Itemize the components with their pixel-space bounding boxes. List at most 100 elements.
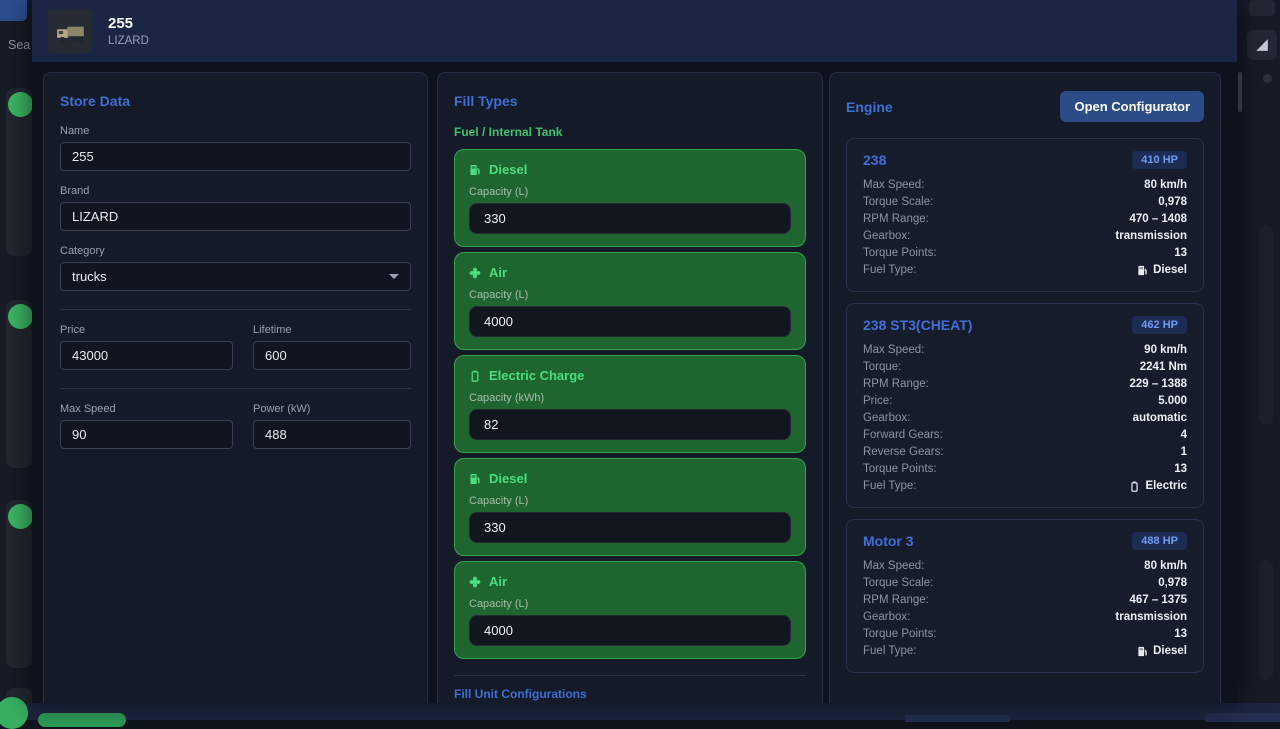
fill-unit-configurations-heading: Fill Unit Configurations [454, 687, 587, 701]
capacity-input[interactable] [469, 203, 791, 234]
backdrop-left-strip: Sea [0, 0, 33, 720]
engine-card: 238 410 HP Max Speed: 80 km/h Torque Scale: 0… [846, 138, 1204, 292]
spec-value-text: 80 km/h [1144, 179, 1187, 191]
spec-value-text: 1 [1180, 446, 1187, 458]
backdrop-green-pill [38, 713, 126, 727]
spec-value-text: 2241 Nm [1139, 361, 1187, 373]
engine-spec-row: Gearbox: transmission [863, 609, 1187, 626]
engine-spec-row: RPM Range: 229 – 1388 [863, 376, 1187, 393]
backdrop-dot [1263, 74, 1272, 83]
fill-type-header: Air [469, 265, 791, 280]
engine-card-header: Motor 3 488 HP [863, 532, 1187, 550]
power-label: Power (kW) [253, 403, 311, 415]
capacity-input[interactable] [469, 615, 791, 646]
engine-cards: 238 410 HP Max Speed: 80 km/h Torque Scale: 0… [846, 138, 1204, 673]
fill-type-name: Diesel [489, 471, 528, 486]
fill-type-name: Electric Charge [489, 368, 585, 383]
spec-label: Fuel Type: [863, 645, 917, 657]
engine-card: Motor 3 488 HP Max Speed: 80 km/h Torque Sca… [846, 519, 1204, 673]
brand-label: Brand [60, 185, 90, 197]
spec-value: 80 km/h [1144, 177, 1187, 194]
spec-label: Gearbox: [863, 230, 911, 242]
backdrop-search-text: Sea [8, 38, 31, 52]
engine-spec-row: Max Speed: 90 km/h [863, 342, 1187, 359]
engine-spec-row: Fuel Type: Diesel [863, 262, 1187, 279]
spec-value: Diesel [1137, 643, 1187, 660]
max-speed-input[interactable] [60, 420, 233, 449]
name-label: Name [60, 125, 90, 137]
spec-label: RPM Range: [863, 213, 929, 225]
backdrop-rect [905, 715, 1010, 722]
engine-spec-row: RPM Range: 467 – 1375 [863, 592, 1187, 609]
spec-value-text: Diesel [1153, 264, 1187, 276]
fill-type-card: Air Capacity (L) [454, 561, 806, 659]
fill-type-card: Electric Charge Capacity (kWh) [454, 355, 806, 453]
backdrop-status-dot [8, 504, 33, 529]
engine-spec-row: Fuel Type: Diesel [863, 643, 1187, 660]
capacity-input[interactable] [469, 306, 791, 337]
spec-value: Diesel [1137, 262, 1187, 279]
spec-label: Price: [863, 395, 893, 407]
spec-value: Electric [1129, 478, 1187, 495]
fill-type-name: Air [489, 265, 508, 280]
spec-label: Gearbox: [863, 611, 911, 623]
spec-label: Reverse Gears: [863, 446, 944, 458]
spec-value-text: 0,978 [1158, 577, 1187, 589]
vehicle-title: 255 [108, 14, 134, 32]
category-select[interactable]: trucks [60, 262, 411, 291]
engine-spec-row: Gearbox: transmission [863, 228, 1187, 245]
spec-value: 2241 Nm [1140, 359, 1187, 376]
price-input[interactable] [60, 341, 233, 370]
fill-types-panel: Fill Types Fuel / Internal Tank Diesel Ca… [437, 72, 823, 703]
spec-value-text: 4 [1180, 429, 1187, 441]
modal-header: 255 LIZARD [32, 0, 1237, 62]
engine-spec-row: Gearbox: automatic [863, 410, 1187, 427]
engine-spec-row: Price: 5.000 [863, 393, 1187, 410]
spec-label: Max Speed: [863, 560, 925, 572]
vehicle-editor-modal: 255 LIZARD Store Data Name Brand Categor… [32, 0, 1237, 703]
backdrop-cursor-tile [1247, 30, 1277, 60]
capacity-label: Capacity (L) [469, 495, 529, 507]
spec-value: 13 [1174, 245, 1187, 262]
spec-value-text: 80 km/h [1144, 560, 1187, 572]
backdrop-button[interactable] [0, 0, 27, 21]
spec-value-text: 467 – 1375 [1129, 594, 1187, 606]
fuel-pump-icon [1137, 265, 1148, 276]
spec-value-text: transmission [1115, 611, 1187, 623]
scrollbar-thumb[interactable] [1238, 72, 1242, 112]
spec-value-text: 13 [1174, 247, 1187, 259]
spec-value-text: 13 [1174, 628, 1187, 640]
engine-name: 238 [863, 152, 887, 168]
spec-value: 470 – 1408 [1129, 211, 1187, 228]
spec-value: 4 [1181, 427, 1187, 444]
engine-spec-row: Max Speed: 80 km/h [863, 558, 1187, 575]
price-label: Price [60, 324, 86, 336]
spec-value: 80 km/h [1144, 558, 1187, 575]
spec-label: Torque Scale: [863, 577, 934, 589]
spec-value: 5.000 [1158, 393, 1187, 410]
capacity-label: Capacity (kWh) [469, 392, 545, 404]
capacity-input[interactable] [469, 512, 791, 543]
open-configurator-button[interactable]: Open Configurator [1060, 91, 1204, 122]
engine-spec-row: Forward Gears: 4 [863, 427, 1187, 444]
engine-spec-row: Torque Points: 13 [863, 461, 1187, 478]
fuel-pump-icon [469, 164, 481, 176]
lifetime-input[interactable] [253, 341, 411, 370]
spec-label: Forward Gears: [863, 429, 943, 441]
spec-label: Fuel Type: [863, 264, 917, 276]
spec-value: 0,978 [1158, 194, 1187, 211]
engine-spec-row: Torque Scale: 0,978 [863, 575, 1187, 592]
engine-spec-row: Torque Points: 13 [863, 245, 1187, 262]
hp-badge: 462 HP [1132, 316, 1187, 334]
battery-icon [1129, 481, 1140, 492]
divider [60, 309, 411, 310]
spec-label: RPM Range: [863, 378, 929, 390]
capacity-input[interactable] [469, 409, 791, 440]
engine-spec-row: Fuel Type: Electric [863, 478, 1187, 495]
name-input[interactable] [60, 142, 411, 171]
brand-input[interactable] [60, 202, 411, 231]
power-input[interactable] [253, 420, 411, 449]
engine-panel: Engine Open Configurator 238 410 HP Max Sp… [829, 72, 1221, 703]
engine-name: Motor 3 [863, 533, 914, 549]
engine-name: 238 ST3(CHEAT) [863, 317, 973, 333]
